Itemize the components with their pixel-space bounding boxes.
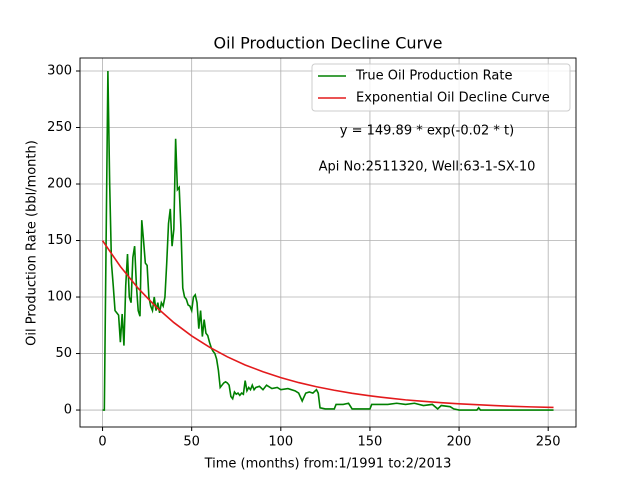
y-tick-label: 200 (47, 177, 72, 192)
y-tick-label: 100 (47, 290, 72, 305)
x-tick-label: 100 (268, 435, 293, 450)
legend-box (311, 63, 571, 112)
y-tick-label: 0 (64, 403, 72, 418)
annotation: Api No:2511320, Well:63-1-SX-10 (319, 160, 536, 175)
y-tick-label: 50 (55, 346, 72, 361)
y-tick-label: 250 (47, 120, 72, 135)
legend-label: True Oil Production Rate (355, 69, 512, 84)
x-tick-label: 150 (358, 435, 383, 450)
y-tick-label: 150 (47, 233, 72, 248)
legend-label: Exponential Oil Decline Curve (356, 91, 550, 106)
chart-title: Oil Production Decline Curve (214, 34, 443, 53)
y-axis-label: Oil Production Rate (bbl/month) (25, 140, 40, 346)
data-line (102, 70, 554, 411)
x-tick-label: 200 (447, 435, 472, 450)
x-tick-label: 0 (98, 435, 106, 450)
x-tick-label: 250 (536, 435, 561, 450)
x-axis-label: Time (months) from:1/1991 to:2/2013 (204, 457, 452, 472)
x-tick-label: 50 (183, 435, 200, 450)
annotation: y = 149.89 * exp(-0.02 * t) (340, 124, 514, 139)
y-tick-label: 300 (47, 63, 72, 78)
data-line (101, 240, 554, 409)
plot-frame (79, 57, 577, 428)
